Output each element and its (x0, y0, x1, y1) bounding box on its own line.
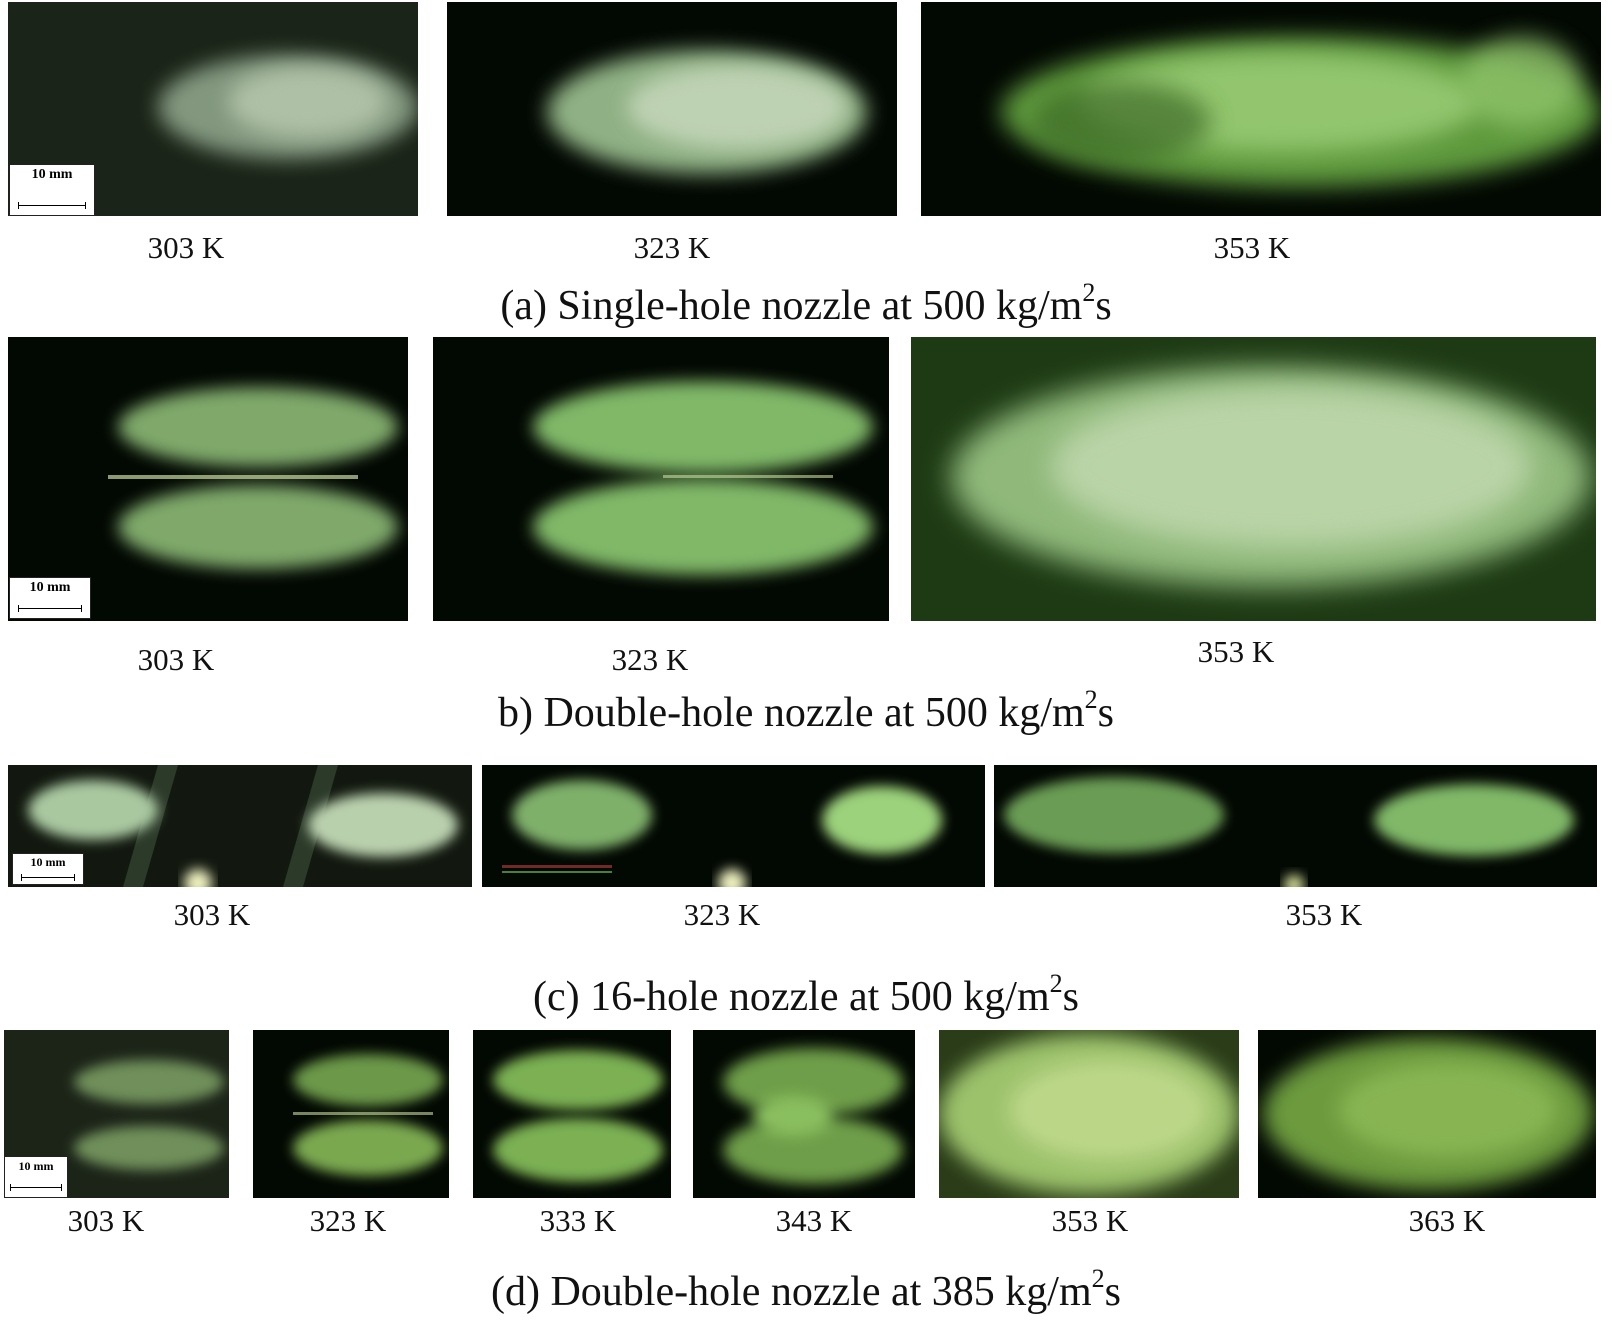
spray-image-c-303K: 10 mm (8, 765, 472, 887)
spray-plume (293, 1054, 443, 1176)
caption-a: (a) Single-hole nozzle at 500 kg/m2s (500, 278, 1112, 330)
scale-bar: 10 mm (12, 853, 84, 885)
scale-bar: 10 mm (9, 577, 91, 619)
spray-plume (1001, 37, 1601, 187)
spray-image-d-323K (253, 1030, 449, 1198)
temperature-label: 323 K (309, 1203, 387, 1238)
spray-image-a-323K (447, 2, 897, 216)
spray-image-a-353K (921, 2, 1601, 216)
scale-bar-label: 10 mm (18, 1159, 54, 1173)
temperature-label: 303 K (147, 230, 225, 265)
spray-image-b-303K: 10 mm (8, 337, 408, 621)
temperature-label: 323 K (633, 230, 711, 265)
caption-d: (d) Double-hole nozzle at 385 kg/m2s (490, 1264, 1121, 1316)
caption-b: b) Double-hole nozzle at 500 kg/m2s (497, 685, 1115, 737)
spray-plume (1263, 1038, 1593, 1190)
spray-image-b-353K (911, 337, 1596, 621)
scale-bar-label: 10 mm (30, 855, 66, 869)
scale-bar-label: 10 mm (31, 167, 73, 182)
spray-image-b-323K (433, 337, 889, 621)
temperature-label: 353 K (1213, 230, 1291, 265)
spray-plume (108, 387, 398, 569)
temperature-label: 353 K (1197, 634, 1275, 669)
spray-plume (493, 1050, 663, 1182)
spray-plume (1004, 777, 1574, 887)
temperature-label: 353 K (1051, 1203, 1129, 1238)
temperature-label: 343 K (775, 1203, 853, 1238)
temperature-label: 353 K (1285, 897, 1363, 932)
spray-plume (533, 381, 873, 575)
scale-bar: 10 mm (9, 164, 95, 216)
spray-image-a-303K: 10 mm (8, 2, 418, 216)
spray-plume (723, 1048, 903, 1184)
spray-image-d-353K (939, 1030, 1239, 1198)
temperature-label: 363 K (1408, 1203, 1486, 1238)
scale-bar-label: 10 mm (29, 580, 71, 595)
spray-image-d-343K (693, 1030, 915, 1198)
spray-image-d-363K (1258, 1030, 1596, 1198)
temperature-label: 323 K (611, 642, 689, 677)
spray-image-d-333K (473, 1030, 671, 1198)
scale-bar: 10 mm (4, 1156, 68, 1198)
spray-plume (547, 50, 867, 174)
temperature-label: 303 K (173, 897, 251, 932)
caption-c: (c) 16-hole nozzle at 500 kg/m2s (532, 969, 1079, 1021)
spray-image-c-323K (482, 765, 985, 887)
spray-plume (911, 337, 1596, 621)
spray-image-c-353K (994, 765, 1597, 887)
spray-plume (939, 1030, 1239, 1198)
temperature-label: 333 K (539, 1203, 617, 1238)
temperature-label: 303 K (67, 1203, 145, 1238)
temperature-label: 303 K (137, 642, 215, 677)
spray-plume (502, 780, 942, 887)
temperature-label: 323 K (683, 897, 761, 932)
spray-plume (8, 765, 472, 887)
spray-image-d-303K: 10 mm (4, 1030, 229, 1198)
